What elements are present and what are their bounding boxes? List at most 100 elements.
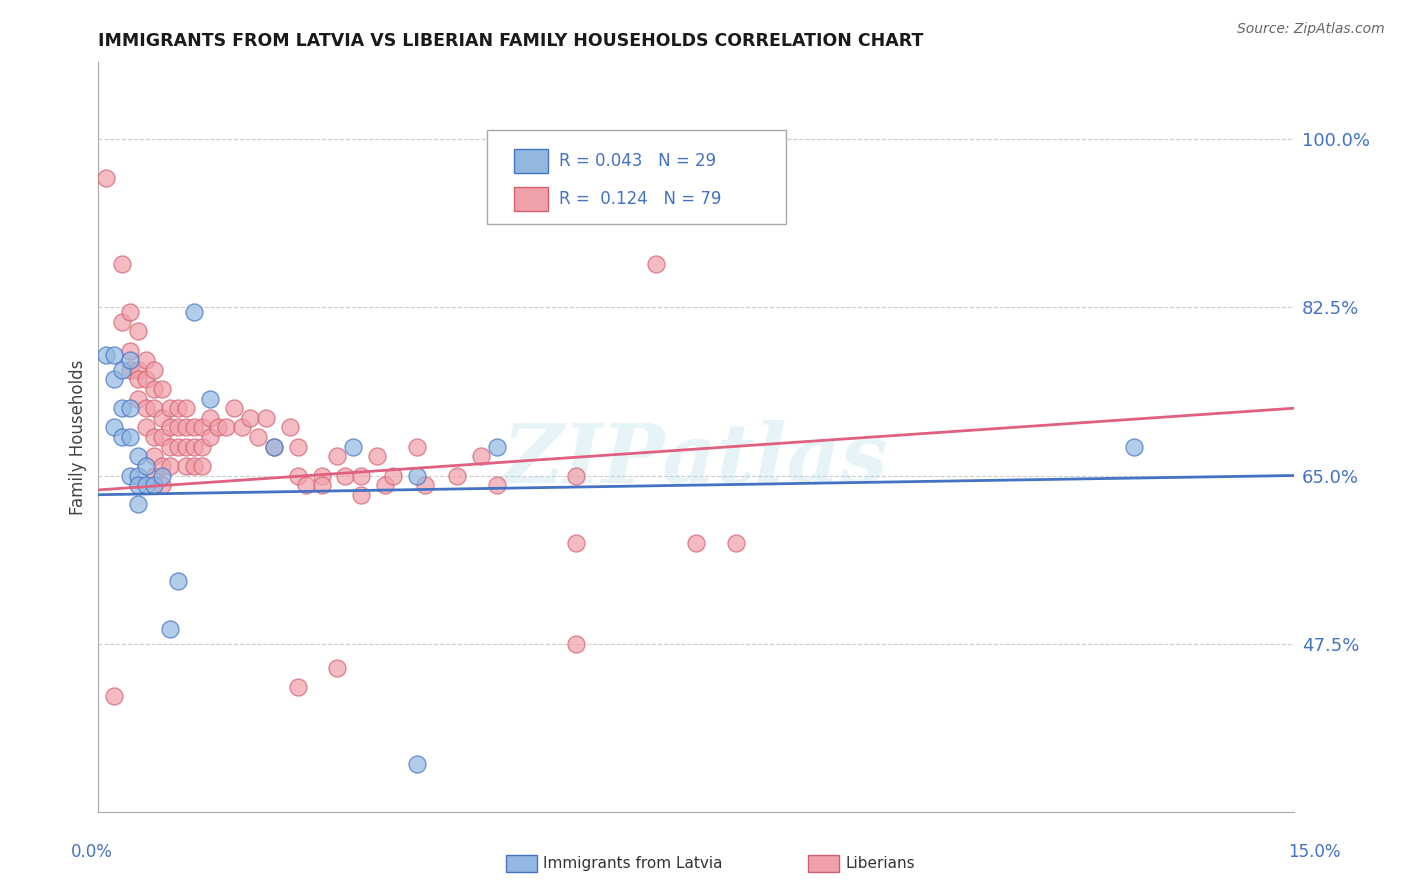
Point [406, 468, 429, 483]
Point [685, 535, 707, 549]
Point [335, 468, 357, 483]
Point [120, 343, 142, 358]
Point [135, 401, 157, 416]
Point [120, 363, 142, 377]
Point [374, 478, 396, 492]
Point [174, 401, 197, 416]
Point [198, 392, 221, 406]
Point [198, 430, 221, 444]
Point [111, 315, 134, 329]
Point [127, 468, 149, 483]
Point [150, 468, 173, 483]
Point [294, 478, 316, 492]
Point [342, 440, 364, 454]
Point [143, 468, 166, 483]
Point [143, 363, 166, 377]
Point [120, 430, 142, 444]
Point [127, 372, 149, 386]
Y-axis label: Family Households: Family Households [69, 359, 87, 515]
Point [111, 363, 134, 377]
Point [143, 478, 166, 492]
Point [127, 325, 149, 339]
Text: IMMIGRANTS FROM LATVIA VS LIBERIAN FAMILY HOUSEHOLDS CORRELATION CHART: IMMIGRANTS FROM LATVIA VS LIBERIAN FAMIL… [98, 32, 924, 50]
Point [120, 353, 142, 368]
Point [183, 420, 205, 434]
Point [159, 622, 181, 636]
Point [565, 535, 588, 549]
Point [103, 372, 125, 386]
Point [263, 440, 285, 454]
Point [111, 401, 134, 416]
Text: R =  0.124   N = 79: R = 0.124 N = 79 [558, 190, 721, 208]
Text: ZIPatlas: ZIPatlas [503, 419, 889, 500]
Point [167, 574, 190, 589]
Text: 0.0%: 0.0% [70, 843, 112, 861]
Point [485, 478, 508, 492]
Text: Source: ZipAtlas.com: Source: ZipAtlas.com [1237, 22, 1385, 37]
Point [167, 420, 190, 434]
Point [135, 458, 157, 473]
Point [326, 450, 349, 464]
Point [350, 468, 373, 483]
Point [150, 458, 173, 473]
Point [159, 401, 181, 416]
Point [174, 440, 197, 454]
Point [111, 430, 134, 444]
Point [191, 420, 214, 434]
Point [263, 440, 285, 454]
Point [127, 497, 149, 511]
Point [159, 420, 181, 434]
Point [191, 440, 214, 454]
Point [135, 420, 157, 434]
Point [143, 382, 166, 396]
Bar [515, 149, 548, 173]
Bar [515, 186, 548, 211]
Point [1123, 440, 1146, 454]
Point [135, 478, 157, 492]
Point [120, 305, 142, 319]
FancyBboxPatch shape [486, 130, 786, 224]
Point [127, 363, 149, 377]
Point [406, 756, 429, 771]
Point [111, 257, 134, 271]
Point [159, 458, 181, 473]
Point [150, 382, 173, 396]
Point [470, 450, 492, 464]
Point [103, 348, 125, 362]
Point [565, 637, 588, 651]
Point [127, 450, 149, 464]
Point [254, 410, 277, 425]
Point [103, 420, 125, 434]
Point [135, 372, 157, 386]
Point [143, 430, 166, 444]
Point [215, 420, 238, 434]
Point [724, 535, 747, 549]
Point [191, 458, 214, 473]
Point [446, 468, 468, 483]
Point [103, 690, 125, 704]
Text: 15.0%: 15.0% [1288, 843, 1341, 861]
Point [183, 440, 205, 454]
Point [382, 468, 405, 483]
Point [239, 410, 262, 425]
Point [287, 468, 309, 483]
Point [150, 478, 173, 492]
Point [231, 420, 253, 434]
Point [183, 305, 205, 319]
Point [174, 458, 197, 473]
Point [311, 468, 333, 483]
Point [485, 440, 508, 454]
Point [127, 478, 149, 492]
Point [150, 430, 173, 444]
Point [143, 401, 166, 416]
Text: Immigrants from Latvia: Immigrants from Latvia [543, 856, 723, 871]
Point [96, 348, 118, 362]
Point [413, 478, 436, 492]
Point [135, 353, 157, 368]
Point [120, 401, 142, 416]
Point [645, 257, 668, 271]
Point [120, 468, 142, 483]
Point [222, 401, 245, 416]
Point [96, 170, 118, 185]
Point [246, 430, 269, 444]
